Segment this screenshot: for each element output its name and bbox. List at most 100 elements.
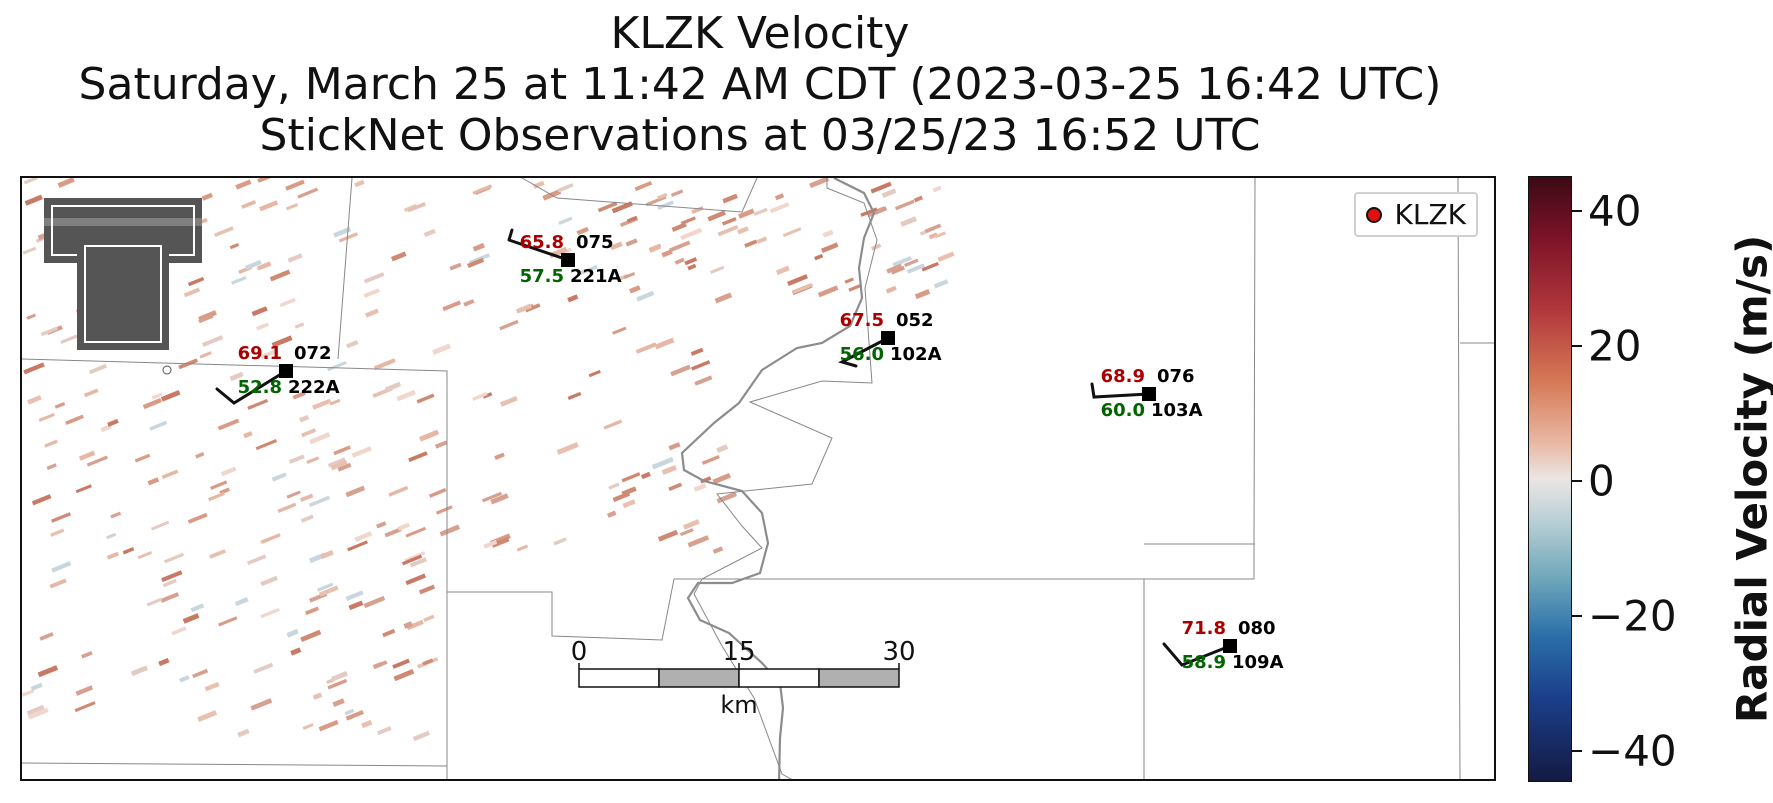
radar-gate	[717, 224, 739, 237]
radar-gate	[338, 232, 359, 243]
station-markers: 65.8 075 57.5 221A 69.1 072 52.8 222A 67.5 052 56.…	[238, 232, 1284, 673]
radar-gate	[712, 546, 724, 554]
radar-gate	[553, 537, 567, 546]
radar-gate	[921, 261, 940, 272]
radar-gate	[656, 192, 668, 200]
radar-gate	[914, 289, 931, 300]
radar-gate	[23, 362, 45, 375]
radar-gate	[260, 607, 280, 619]
logo-registered-mark	[162, 365, 172, 375]
radar-gate	[482, 392, 493, 399]
colorbar-title: Radial Velocity (m/s)	[1727, 234, 1773, 724]
station-072[interactable]: 69.1 072 52.8 222A	[238, 343, 340, 398]
radar-gate	[494, 452, 505, 461]
radar-gate	[817, 285, 839, 298]
radar-gate	[134, 453, 151, 463]
colorbar-label-neg40: −40	[1588, 726, 1677, 776]
radar-gate	[661, 249, 673, 258]
radar-gate	[603, 419, 623, 430]
radar-gate	[255, 322, 269, 331]
radar-gate	[287, 253, 303, 263]
radar-gate	[327, 361, 347, 372]
radar-gate	[814, 253, 824, 261]
radar-gate	[160, 390, 181, 402]
radar-gate	[418, 429, 440, 442]
radar-gate	[260, 575, 278, 587]
radar-gate	[412, 730, 430, 742]
radar-gate	[332, 698, 345, 708]
radar-gate	[483, 539, 498, 549]
radar-gate	[345, 709, 364, 721]
probe-id: 221A	[570, 266, 622, 287]
radar-gate	[290, 647, 302, 656]
station-id: 080	[1238, 618, 1276, 639]
radar-gate	[691, 360, 711, 371]
radar-gate	[75, 685, 94, 696]
radar-gate	[693, 483, 707, 492]
radar-gate	[674, 257, 685, 265]
radar-gate	[576, 226, 589, 236]
radar-gate	[331, 670, 348, 682]
station-075[interactable]: 65.8 075 57.5 221A	[520, 232, 622, 287]
radar-gate	[567, 391, 582, 401]
radar-gate	[26, 704, 45, 716]
map-panel[interactable]: 65.8 075 57.5 221A 69.1 072 52.8 222A 67.5 052 56.…	[20, 176, 1496, 781]
radar-gate	[716, 444, 729, 453]
radar-gate	[848, 284, 861, 292]
radar-gate	[609, 241, 623, 251]
radar-gate	[396, 389, 416, 402]
radar-gate	[300, 514, 314, 523]
radar-gate	[50, 528, 65, 537]
radar-gate	[680, 227, 703, 241]
radar-gate	[712, 472, 731, 485]
radar-gate	[634, 180, 653, 192]
radar-gate	[588, 369, 601, 378]
radar-gate	[81, 650, 93, 659]
station-080[interactable]: 71.8 080 58.9 109A	[1182, 618, 1284, 673]
radar-gate	[668, 482, 683, 492]
radar-gate	[376, 726, 392, 736]
colorbar-tick	[1572, 750, 1582, 752]
radar-gate	[895, 199, 915, 211]
colorbar-label-20: 20	[1588, 321, 1642, 371]
radar-gate	[668, 240, 691, 253]
station-076[interactable]: 68.9 076 60.0 103A	[1101, 366, 1203, 421]
radar-gate	[161, 469, 179, 479]
dewpoint-value: 60.0	[1101, 400, 1145, 421]
radar-gate	[306, 456, 320, 464]
radar-gate	[40, 326, 59, 337]
radar-gate	[31, 494, 52, 506]
legend-label: KLZK	[1394, 198, 1466, 231]
radar-gate	[361, 719, 373, 729]
station-052[interactable]: 67.5 052 56.0 102A	[840, 310, 942, 365]
radar-gate	[312, 398, 332, 410]
radar-gate	[756, 236, 768, 244]
radar-gate	[871, 243, 882, 251]
title-observations: StickNet Observations at 03/25/23 16:52 …	[259, 110, 1261, 161]
radar-gate	[329, 398, 341, 406]
radar-gate	[39, 632, 54, 641]
radar-gate	[75, 484, 92, 494]
radar-gate	[292, 391, 306, 400]
radar-gate	[822, 229, 834, 238]
radar-gate	[622, 499, 636, 509]
radar-gate	[327, 678, 348, 690]
radar-gate	[934, 231, 946, 239]
radar-gate	[214, 226, 234, 237]
radar-gate	[179, 675, 190, 683]
radar-gate	[701, 455, 720, 465]
radar-gate	[671, 222, 687, 232]
radar-gate	[192, 668, 209, 679]
station-marker-icon	[561, 253, 575, 267]
radar-gate	[218, 616, 238, 627]
radar-gate	[499, 319, 519, 331]
radar-gate	[234, 597, 249, 607]
station-marker-icon	[881, 331, 895, 345]
radar-gate	[237, 728, 250, 738]
radar-gate	[472, 184, 493, 195]
station-id: 076	[1157, 366, 1195, 387]
radar-gate	[472, 242, 485, 252]
radar-gate	[690, 347, 704, 356]
radar-gate	[300, 629, 322, 642]
radar-gate	[401, 554, 423, 566]
